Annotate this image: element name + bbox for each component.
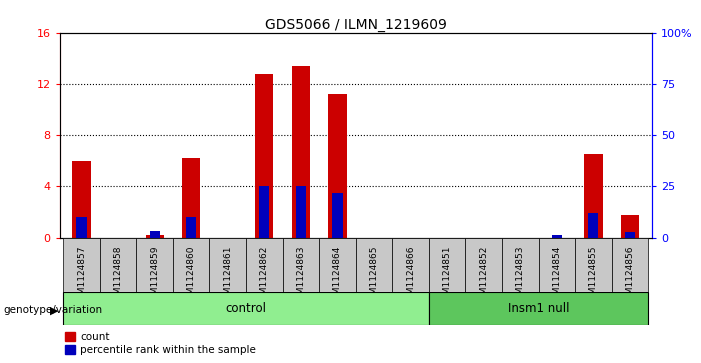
Text: GSM1124857: GSM1124857: [77, 246, 86, 306]
Text: GSM1124851: GSM1124851: [442, 246, 451, 306]
Bar: [393, 238, 429, 292]
Text: genotype/variation: genotype/variation: [4, 305, 102, 315]
Text: GSM1124860: GSM1124860: [186, 246, 196, 306]
Bar: [296, 187, 306, 238]
Text: GSM1124861: GSM1124861: [224, 246, 232, 306]
Text: GSM1124865: GSM1124865: [369, 246, 379, 306]
Bar: [63, 238, 100, 292]
Text: GSM1124855: GSM1124855: [589, 246, 598, 306]
Bar: [328, 94, 346, 238]
Bar: [173, 238, 210, 292]
Bar: [255, 74, 273, 238]
Bar: [575, 238, 612, 292]
Bar: [259, 187, 269, 238]
Bar: [72, 161, 90, 238]
Text: Insm1 null: Insm1 null: [508, 302, 569, 315]
Bar: [429, 238, 465, 292]
Title: GDS5066 / ILMN_1219609: GDS5066 / ILMN_1219609: [265, 18, 447, 32]
Bar: [63, 292, 429, 325]
Text: GSM1124856: GSM1124856: [625, 246, 634, 306]
Bar: [186, 217, 196, 238]
Text: GSM1124862: GSM1124862: [260, 246, 269, 306]
Bar: [246, 238, 283, 292]
Bar: [137, 238, 173, 292]
Text: GSM1124864: GSM1124864: [333, 246, 342, 306]
Text: GSM1124858: GSM1124858: [114, 246, 123, 306]
Bar: [332, 193, 343, 238]
Bar: [283, 238, 319, 292]
Bar: [538, 238, 575, 292]
Bar: [625, 232, 635, 238]
Bar: [585, 154, 603, 238]
Text: GSM1124863: GSM1124863: [297, 246, 306, 306]
Text: ▶: ▶: [50, 305, 58, 315]
Text: GSM1124859: GSM1124859: [150, 246, 159, 306]
Bar: [502, 238, 538, 292]
Bar: [621, 215, 639, 238]
Bar: [149, 231, 160, 238]
Text: GSM1124854: GSM1124854: [552, 246, 562, 306]
Bar: [552, 235, 562, 238]
Text: GSM1124866: GSM1124866: [406, 246, 415, 306]
Bar: [146, 234, 164, 238]
Bar: [612, 238, 648, 292]
Bar: [292, 66, 310, 238]
Text: GSM1124853: GSM1124853: [516, 246, 525, 306]
Bar: [319, 238, 355, 292]
Bar: [182, 158, 200, 238]
Legend: count, percentile rank within the sample: count, percentile rank within the sample: [64, 332, 257, 355]
Bar: [210, 238, 246, 292]
Bar: [465, 238, 502, 292]
Bar: [355, 238, 393, 292]
Bar: [100, 238, 137, 292]
Bar: [429, 292, 648, 325]
Bar: [76, 217, 86, 238]
Bar: [588, 213, 599, 238]
Text: control: control: [226, 302, 266, 315]
Text: GSM1124852: GSM1124852: [479, 246, 488, 306]
